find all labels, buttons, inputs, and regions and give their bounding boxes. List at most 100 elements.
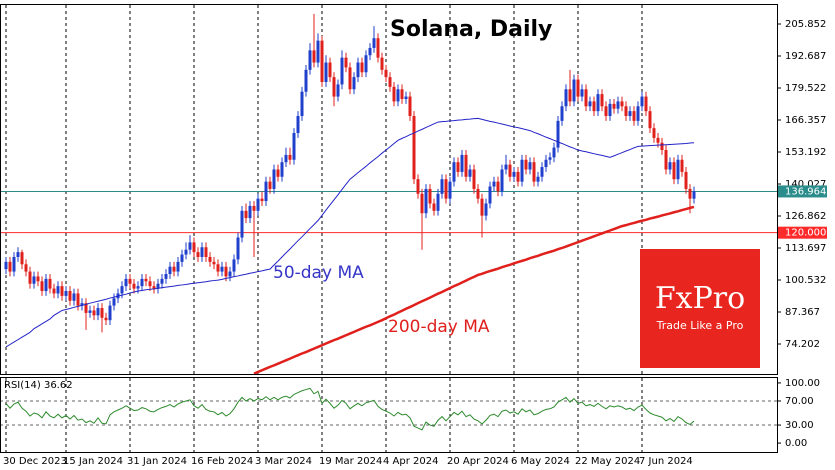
level-label: 120.000 (785, 228, 826, 239)
candle-body (544, 159, 548, 168)
candle-body (632, 111, 636, 121)
candle-body (456, 162, 460, 172)
candle-body (496, 181, 500, 192)
candle-body (528, 162, 532, 170)
y-tick-label: 30.00 (785, 420, 814, 431)
candle-body (640, 96, 644, 107)
candle-body (380, 57, 384, 70)
y-tick-label: 87.367 (785, 307, 820, 318)
candle-body (100, 308, 104, 318)
candle-body (652, 128, 656, 138)
candle-body (400, 89, 404, 99)
candle-body (152, 286, 156, 289)
candle-body (628, 111, 632, 117)
candle-body (432, 203, 436, 211)
x-tick-label: 19 Mar 2024 (319, 456, 382, 467)
candle-body (240, 210, 244, 238)
candle-body (168, 266, 172, 275)
candle-body (156, 283, 160, 289)
candle-body (120, 286, 124, 294)
y-tick-label: 100.00 (785, 378, 820, 389)
candle-body (228, 271, 232, 277)
level-label-box (777, 185, 827, 198)
candle-body (88, 310, 92, 313)
candle-body (28, 271, 32, 284)
candle-body (512, 171, 516, 177)
candle-body (428, 188, 432, 204)
candle-body (600, 94, 604, 107)
chart-title: Solana, Daily (390, 17, 552, 42)
candle-body (288, 154, 292, 160)
candle-body (220, 266, 224, 272)
candle-body (480, 198, 484, 216)
candle-body (52, 288, 56, 294)
candle-body (40, 281, 44, 292)
candle-body (344, 57, 348, 68)
candle-body (276, 169, 280, 177)
line (5, 117, 695, 348)
candle-body (564, 89, 568, 107)
candle-body (252, 205, 256, 211)
candle-body (128, 278, 132, 284)
candle-body (524, 159, 528, 170)
candle-body (664, 150, 668, 170)
candle-body (416, 179, 420, 194)
candle-body (660, 142, 664, 151)
candle-body (520, 159, 524, 182)
candle-body (392, 86, 396, 102)
candle-body (636, 106, 640, 121)
candle-body (612, 103, 616, 109)
y-tick-label: 140.027 (785, 179, 826, 190)
candle-body (60, 286, 64, 296)
y-tick-label: 153.192 (785, 147, 826, 158)
candle-body (468, 169, 472, 177)
candle-body (12, 256, 16, 272)
candle-body (36, 276, 40, 282)
candle-body (172, 266, 176, 272)
candle-body (80, 303, 84, 306)
candle-body (404, 96, 408, 99)
candle-body (676, 159, 680, 180)
y-tick-label: 126.862 (785, 211, 826, 222)
candle-body (64, 291, 68, 296)
candle-body (464, 154, 468, 177)
candle-body (488, 186, 492, 204)
candle-body (500, 169, 504, 192)
candle-body (424, 188, 428, 214)
candle-body (204, 247, 208, 257)
candle-body (320, 40, 324, 82)
candle-body (296, 116, 300, 134)
candle-body (72, 293, 76, 301)
candle-body (8, 261, 12, 272)
x-tick-label: 20 Apr 2024 (447, 456, 509, 467)
candle-body (148, 281, 152, 287)
candle-body (408, 96, 412, 117)
candle-body (644, 96, 648, 112)
candle-body (460, 154, 464, 172)
candle-body (672, 162, 676, 180)
candle-body (648, 111, 652, 129)
candle-body (160, 278, 164, 284)
candle-body (20, 252, 24, 265)
candle-body (212, 261, 216, 265)
candle-body (592, 101, 596, 112)
candle-body (96, 308, 100, 316)
candle-body (548, 157, 552, 160)
candle-body (68, 291, 72, 301)
candle-body (332, 77, 336, 97)
candle-body (4, 261, 8, 270)
candle-body (348, 67, 352, 90)
candle-body (136, 286, 140, 289)
candle-body (368, 47, 372, 56)
candle-body (556, 120, 560, 148)
rsi-panel: 100.00 70.00 30.00 0.00 (0, 378, 820, 452)
rsi-frame (0, 377, 778, 453)
x-tick-label: 30 Dec 2023 (3, 456, 67, 467)
candle-body (484, 203, 488, 216)
candle-body (92, 310, 96, 316)
candle-body (264, 181, 268, 202)
candle-body (244, 210, 248, 219)
candle-body (472, 169, 476, 189)
y-tick-label: 0.00 (785, 438, 807, 449)
candle-body (588, 101, 592, 107)
